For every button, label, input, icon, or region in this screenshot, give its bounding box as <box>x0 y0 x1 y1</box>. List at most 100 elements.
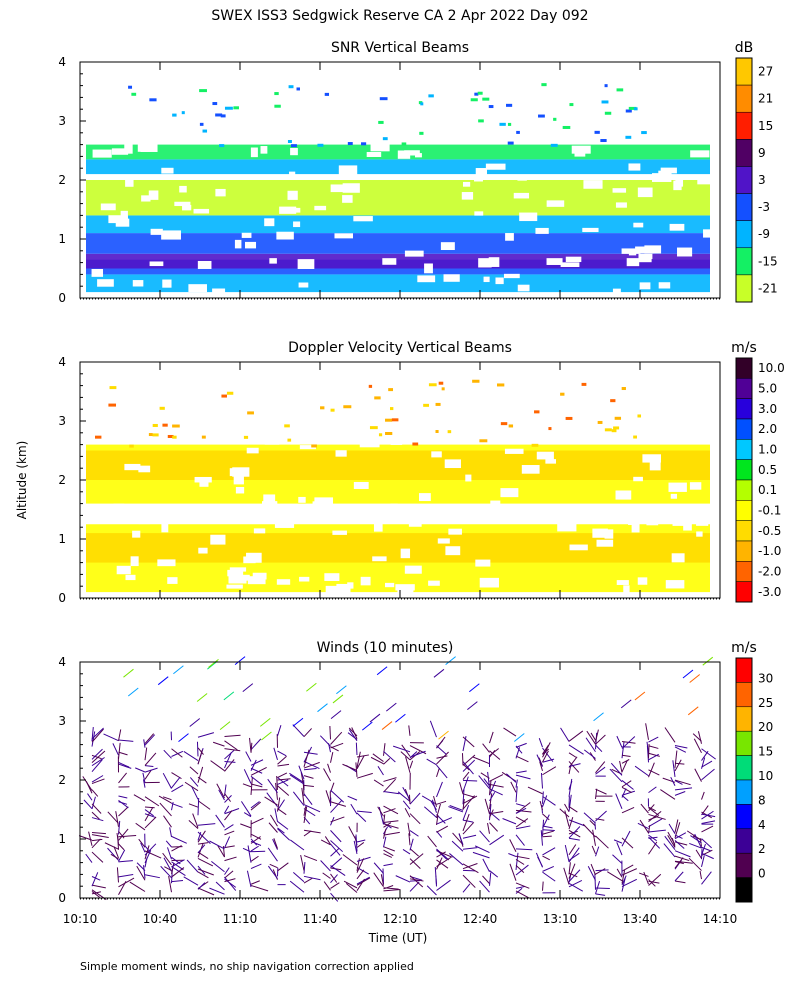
wind-barb <box>162 772 172 789</box>
field-gap <box>235 487 245 494</box>
wind-barb <box>142 772 146 783</box>
wind-barb <box>165 840 172 848</box>
field-speck <box>482 97 490 101</box>
wind-barb <box>436 755 448 759</box>
wind-barb <box>224 748 241 752</box>
wind-barb <box>383 853 393 858</box>
wind-barb <box>330 746 339 752</box>
wind-barb <box>515 747 521 759</box>
field-gap <box>452 515 471 522</box>
wind-barb <box>694 768 702 782</box>
colorbar-label: 0.5 <box>758 463 777 477</box>
wind-barb <box>118 761 130 768</box>
field-gap <box>161 167 174 174</box>
wind-barb <box>621 759 630 764</box>
wind-barb <box>474 845 490 854</box>
field-gap <box>253 528 266 534</box>
colorbar-label: 3.0 <box>758 402 777 416</box>
field-gap <box>336 583 351 594</box>
wind-barb <box>409 875 424 888</box>
wind-barb <box>247 845 252 863</box>
field-speck <box>324 92 330 96</box>
wind-barb <box>216 783 225 799</box>
wind-barb <box>648 806 656 812</box>
wind-barb <box>568 862 571 875</box>
y-tick-label: 4 <box>58 655 66 669</box>
wind-barb <box>224 824 234 831</box>
field-gap <box>261 501 278 509</box>
wind-barb <box>400 751 411 761</box>
wind-barb <box>542 871 556 882</box>
wind-barb <box>482 875 490 884</box>
wind-barb <box>224 805 230 814</box>
y-tick-label: 3 <box>58 414 66 428</box>
wind-barb <box>383 889 401 892</box>
wind-barb <box>648 804 655 812</box>
field-gap <box>141 195 151 202</box>
wind-barb <box>168 875 172 893</box>
wind-barb <box>595 818 605 821</box>
wind-barb <box>621 754 631 757</box>
wind-barb-high <box>689 674 700 683</box>
field-gap <box>372 556 387 562</box>
field-gap <box>332 530 347 535</box>
wind-barb <box>342 854 358 866</box>
wind-barb <box>356 751 361 768</box>
colorbar-segment <box>735 111 753 140</box>
wind-barb <box>140 842 146 853</box>
wind-barb <box>701 848 703 860</box>
wind-barb <box>409 881 420 892</box>
wind-barb <box>489 783 504 788</box>
wind-barb <box>330 843 341 856</box>
wind-barb <box>515 859 525 865</box>
field-band <box>86 180 710 216</box>
x-tick-label: 14:10 <box>703 912 738 926</box>
wind-barb <box>538 737 543 748</box>
wind-barb <box>510 781 517 793</box>
field-gap <box>292 207 301 213</box>
wind-barb-high <box>336 685 347 695</box>
wind-barb <box>426 885 437 896</box>
wind-barb <box>292 871 305 883</box>
wind-barb <box>224 876 237 891</box>
field-gap <box>683 523 692 531</box>
wind-barb <box>372 753 384 762</box>
wind-barb <box>701 768 715 781</box>
wind-barb <box>515 864 525 873</box>
wind-barb <box>224 752 232 769</box>
colorbar-label: -2.0 <box>758 565 781 579</box>
wind-barb <box>377 806 384 817</box>
field-gap <box>582 227 599 233</box>
y-axis-label: Altitude (km) <box>15 441 29 520</box>
field-gap <box>260 146 268 154</box>
wind-barb <box>356 842 365 848</box>
wind-barb <box>323 881 331 891</box>
field-speck <box>159 406 165 410</box>
wind-barb <box>462 805 470 821</box>
wind-barb <box>250 840 262 846</box>
field-gap <box>494 412 510 417</box>
field-speck <box>148 433 153 437</box>
field-gap <box>697 415 716 426</box>
doppler-unit-label: m/s <box>731 340 757 356</box>
colorbar-label: -0.5 <box>758 524 781 538</box>
wind-barb <box>377 766 384 776</box>
field-gap <box>298 282 309 288</box>
field-gap <box>289 171 296 179</box>
field-gap <box>229 567 247 572</box>
y-tick-label: 0 <box>58 891 66 905</box>
field-speck <box>317 143 324 147</box>
wind-barb-high <box>395 713 406 723</box>
wind-barb <box>397 791 411 802</box>
field-gap <box>535 227 549 234</box>
x-tick-label: 13:10 <box>543 912 578 926</box>
field-speck <box>516 130 520 134</box>
wind-barb <box>143 739 146 748</box>
wind-barb <box>160 865 172 879</box>
field-speck <box>637 414 642 418</box>
wind-barb <box>560 727 570 742</box>
field-gap <box>444 459 461 469</box>
field-gap <box>198 547 208 554</box>
wind-barb <box>559 808 570 818</box>
wind-barb <box>240 823 252 829</box>
